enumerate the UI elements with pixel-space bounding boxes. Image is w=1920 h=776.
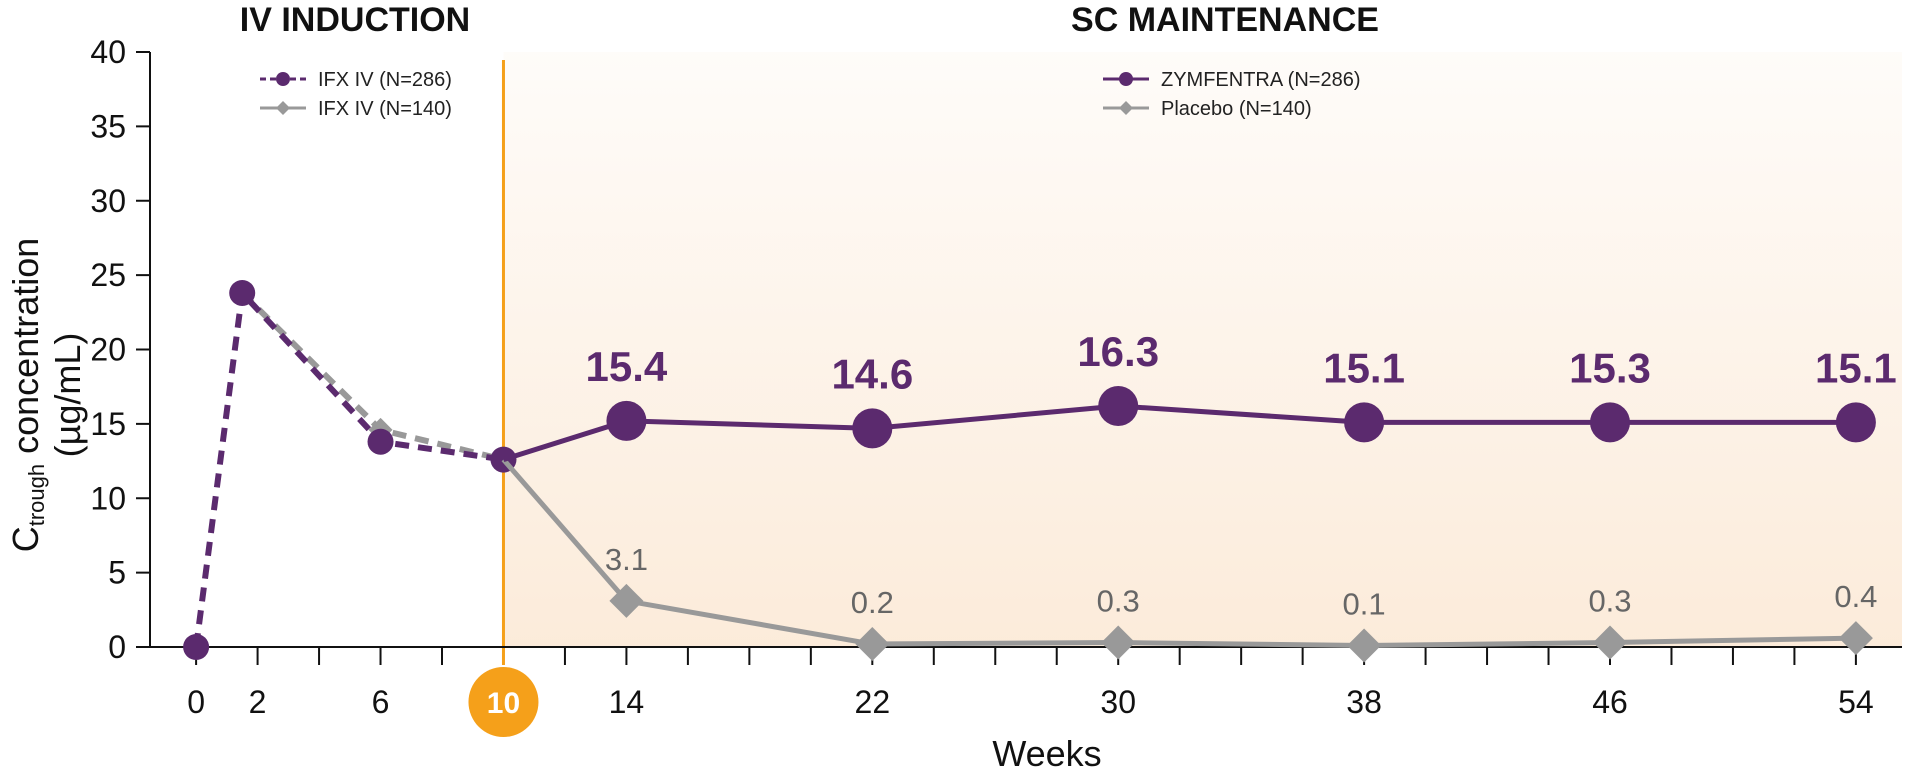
data-label: 0.3 <box>1588 584 1631 619</box>
data-label: 15.1 <box>1323 344 1405 391</box>
y-tick-label: 35 <box>90 108 126 144</box>
data-label: 3.1 <box>605 542 648 577</box>
data-point-2 <box>1344 402 1385 443</box>
x-tick-label: 14 <box>609 684 645 720</box>
y-axis-title: Ctrough concentration <box>5 238 49 553</box>
data-label: 0.2 <box>851 585 894 620</box>
week-10-badge-label: 10 <box>487 687 520 720</box>
legend-entry: IFX IV (N=286) <box>318 69 452 91</box>
x-tick-label: 0 <box>187 684 205 720</box>
data-point-2 <box>1098 386 1139 427</box>
y-axis-unit: (µg/mL) <box>47 333 88 458</box>
x-tick-label: 46 <box>1592 684 1628 720</box>
data-point-2 <box>852 408 893 449</box>
y-tick-label: 15 <box>90 406 126 442</box>
data-point-0 <box>183 634 210 660</box>
maintenance-phase-title: SC MAINTENANCE <box>1071 1 1379 39</box>
legend-marker <box>276 101 290 115</box>
y-tick-label: 25 <box>90 257 126 293</box>
y-tick-label: 5 <box>108 555 126 591</box>
legend-entry: Placebo (N=140) <box>1161 98 1312 120</box>
data-label: 16.3 <box>1077 328 1159 375</box>
data-point-3 <box>1838 621 1873 656</box>
data-point-2 <box>606 400 647 441</box>
data-point-0 <box>367 428 394 455</box>
x-axis-title: Weeks <box>992 733 1101 774</box>
x-tick-label: 54 <box>1838 684 1874 720</box>
x-tick-label: 2 <box>249 684 267 720</box>
legend-marker <box>1119 72 1133 86</box>
x-tick-label: 38 <box>1346 684 1382 720</box>
y-tick-label: 0 <box>108 629 126 665</box>
data-label: 15.1 <box>1815 344 1897 391</box>
data-label: 14.6 <box>831 350 913 397</box>
induction-phase-title: IV INDUCTION <box>240 1 470 39</box>
data-point-3 <box>1593 625 1627 660</box>
data-label: 15.4 <box>586 343 668 390</box>
data-label: 15.3 <box>1569 344 1651 391</box>
x-tick-label: 30 <box>1100 684 1136 720</box>
legend-entry: IFX IV (N=140) <box>318 98 452 120</box>
y-axis-title-main: C <box>5 526 46 552</box>
maintenance-phase-shading <box>503 52 1903 647</box>
data-point-0 <box>229 279 256 306</box>
legend-entry: ZYMFENTRA (N=286) <box>1161 69 1360 91</box>
data-label: 0.4 <box>1834 579 1877 614</box>
legend-marker <box>276 72 290 86</box>
data-point-2 <box>1590 402 1630 443</box>
y-tick-label: 30 <box>90 183 126 219</box>
y-tick-label: 40 <box>90 34 126 70</box>
data-label: 0.1 <box>1343 587 1386 622</box>
y-tick-label: 10 <box>90 480 126 516</box>
data-point-2 <box>1835 402 1876 443</box>
data-point-3 <box>609 583 644 618</box>
y-tick-label: 20 <box>90 332 126 368</box>
week-10-badge <box>468 667 539 737</box>
y-axis-title-rest: concentration <box>5 238 46 464</box>
data-point-3 <box>855 627 890 662</box>
data-point-3 <box>1347 628 1382 663</box>
legend-marker <box>1119 101 1133 115</box>
y-axis-title-subscript: trough <box>24 464 49 526</box>
data-label: 0.3 <box>1097 584 1140 619</box>
series-line-0 <box>193 289 504 648</box>
data-point-3 <box>1101 625 1136 660</box>
x-tick-label: 22 <box>855 684 891 720</box>
x-tick-label: 6 <box>372 684 390 720</box>
